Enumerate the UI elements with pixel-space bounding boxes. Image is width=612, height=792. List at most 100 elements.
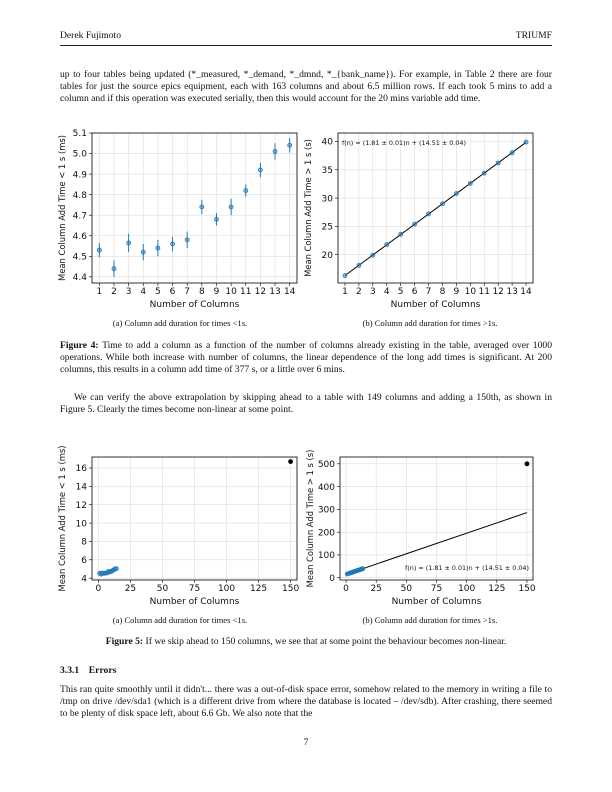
data-point xyxy=(170,241,175,247)
data-point xyxy=(453,191,459,196)
y-axis-label: Mean Column Add Time < 1 s (ms) xyxy=(57,135,67,281)
y-tick-label: 10 xyxy=(76,519,88,529)
x-tick-label: 6 xyxy=(412,287,418,297)
y-tick-label: 8 xyxy=(81,538,87,548)
x-tick-label: 150 xyxy=(518,584,535,594)
x-axis-label: Number of Columns xyxy=(392,597,482,607)
data-point xyxy=(524,461,530,467)
y-tick-label: 0 xyxy=(329,574,335,584)
data-point xyxy=(214,216,219,222)
data-point xyxy=(360,566,366,572)
x-tick-label: 12 xyxy=(492,287,503,297)
y-tick-label: 500 xyxy=(318,460,335,470)
subcaption: (b) Column add duration for times >1s. xyxy=(362,615,498,625)
x-tick-label: 12 xyxy=(255,287,266,297)
x-tick-label: 100 xyxy=(218,584,235,594)
x-tick-label: 1 xyxy=(342,287,348,297)
x-tick-label: 0 xyxy=(343,584,349,594)
data-point xyxy=(481,170,487,176)
x-tick-label: 7 xyxy=(426,287,432,297)
x-tick-label: 3 xyxy=(370,287,376,297)
section-title: Errors xyxy=(88,665,117,676)
subcaption: (a) Column add duration for times <1s. xyxy=(112,318,248,328)
data-point xyxy=(228,204,234,210)
x-tick-label: 14 xyxy=(520,287,532,297)
chart: 0 25 50 75 100 125 150 4 6 8 10 12 14 16 Number of Col… xyxy=(57,445,299,607)
data-point xyxy=(384,242,390,247)
x-tick-label: 50 xyxy=(401,584,413,594)
data-point xyxy=(523,139,529,145)
x-tick-label: 7 xyxy=(184,287,190,297)
y-tick-label: 25 xyxy=(322,223,333,233)
data-point xyxy=(113,566,119,572)
plot-frame xyxy=(91,132,298,284)
x-tick-label: 75 xyxy=(431,584,442,594)
y-tick-label: 200 xyxy=(318,528,335,538)
y-tick-label: 16 xyxy=(76,464,88,474)
x-tick-label: 2 xyxy=(356,287,362,297)
x-tick-label: 8 xyxy=(199,287,205,297)
fit-line xyxy=(344,141,527,276)
x-tick-label: 4 xyxy=(140,287,146,297)
data-point xyxy=(287,142,293,148)
data-point xyxy=(356,263,362,268)
y-tick-label: 4.5 xyxy=(73,252,87,262)
data-point xyxy=(398,231,404,237)
y-tick-label: 40 xyxy=(322,138,334,148)
x-tick-label: 14 xyxy=(284,287,296,297)
x-tick-label: 0 xyxy=(96,584,102,594)
y-tick-label: 20 xyxy=(322,251,334,261)
data-point xyxy=(440,201,445,207)
page-number: 7 xyxy=(303,737,309,748)
x-tick-label: 50 xyxy=(157,584,169,594)
section-number: 3.3.1 xyxy=(60,665,80,676)
data-point xyxy=(199,204,205,210)
data-point xyxy=(96,247,102,253)
y-tick-label: 12 xyxy=(76,501,87,511)
header-left: Derek Fujimoto xyxy=(60,30,122,41)
x-tick-label: 6 xyxy=(170,287,176,297)
header-rule xyxy=(60,45,552,46)
x-tick-label: 9 xyxy=(454,287,460,297)
data-point xyxy=(140,249,146,255)
caption-text: Time to add a column as a function of th… xyxy=(60,340,552,376)
y-tick-label: 100 xyxy=(318,551,335,561)
y-axis-label: Mean Column Add Time > 1 s (s) xyxy=(303,139,313,277)
x-tick-label: 4 xyxy=(384,287,390,297)
data-point xyxy=(288,459,293,464)
x-tick-label: 1 xyxy=(96,287,102,297)
x-tick-label: 125 xyxy=(250,584,267,594)
figure-caption: Figure 4: Time to add a column as a func… xyxy=(60,340,552,377)
data-point xyxy=(509,150,515,156)
data-point xyxy=(243,188,249,193)
y-tick-label: 5.0 xyxy=(73,150,88,160)
section-heading: 3.3.1 Errors xyxy=(60,665,116,677)
x-axis-label: Number of Columns xyxy=(150,300,240,310)
x-tick-label: 10 xyxy=(225,287,237,297)
y-tick-label: 5.1 xyxy=(73,129,87,139)
y-tick-label: 6 xyxy=(81,556,87,566)
x-tick-label: 10 xyxy=(465,287,477,297)
subcaption: (b) Column add duration for times >1s. xyxy=(362,318,498,328)
y-tick-label: 4.9 xyxy=(73,170,88,180)
annotation: f(n) = (1.81 ± 0.01)n + (14.51 ± 0.04) xyxy=(342,139,466,147)
plot-frame xyxy=(91,456,298,581)
data-point xyxy=(184,237,190,243)
data-point xyxy=(111,266,117,272)
data-point xyxy=(342,273,348,279)
x-tick-label: 9 xyxy=(214,287,220,297)
data-point xyxy=(412,221,418,227)
x-tick-label: 8 xyxy=(440,287,446,297)
x-tick-label: 5 xyxy=(398,287,404,297)
data-point xyxy=(272,149,278,154)
y-tick-label: 4.7 xyxy=(73,211,87,221)
x-tick-label: 2 xyxy=(111,287,117,297)
x-tick-label: 25 xyxy=(370,584,381,594)
data-point xyxy=(126,240,132,246)
y-tick-label: 4.6 xyxy=(73,232,88,242)
x-tick-label: 25 xyxy=(125,584,136,594)
plot-frame xyxy=(339,456,534,581)
y-tick-label: 14 xyxy=(76,483,88,493)
y-axis-label: Mean Column Add Time > 1 s (s) xyxy=(305,450,315,588)
